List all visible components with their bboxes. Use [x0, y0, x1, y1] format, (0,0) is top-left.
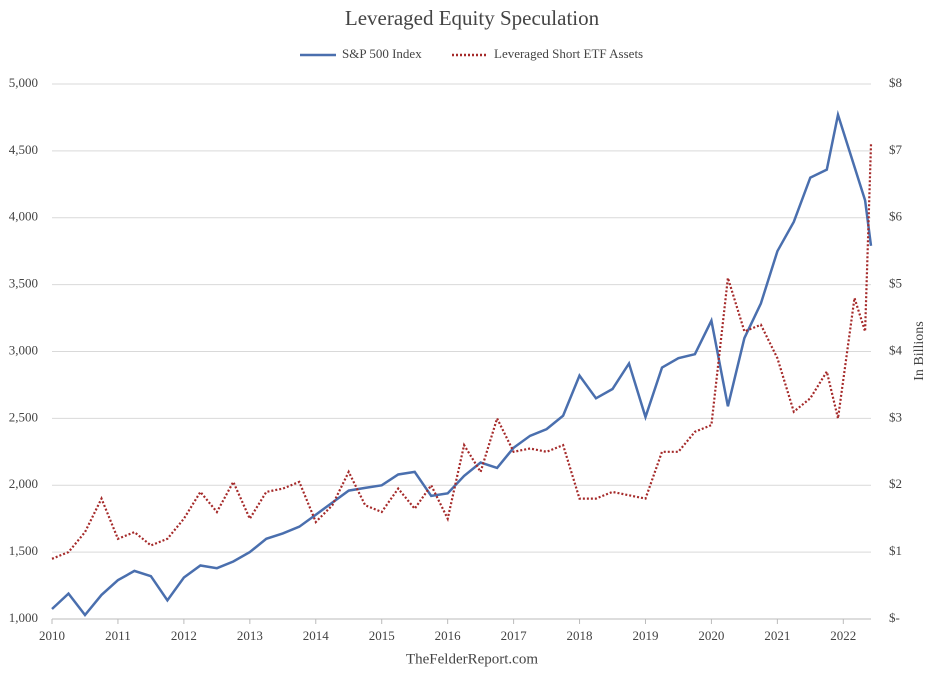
legend-label: Leveraged Short ETF Assets: [494, 46, 643, 61]
y-tick-label: 4,500: [9, 142, 38, 157]
x-tick-label: 2018: [567, 628, 593, 643]
y-tick-label: 1,500: [9, 543, 38, 558]
y2-tick-label: $7: [889, 142, 903, 157]
x-tick-label: 2012: [171, 628, 197, 643]
y-tick-label: 1,000: [9, 610, 38, 625]
y-tick-label: 2,500: [9, 409, 38, 424]
x-tick-label: 2013: [237, 628, 263, 643]
y-tick-label: 4,000: [9, 209, 38, 224]
y2-tick-label: $6: [889, 209, 903, 224]
y-tick-label: 3,000: [9, 342, 38, 357]
chart-title: Leveraged Equity Speculation: [345, 6, 600, 30]
x-tick-label: 2017: [501, 628, 528, 643]
y2-tick-label: $2: [889, 476, 902, 491]
x-tick-label: 2021: [764, 628, 790, 643]
y-tick-label: 5,000: [9, 75, 38, 90]
x-tick-label: 2010: [39, 628, 65, 643]
x-tick-label: 2011: [105, 628, 131, 643]
x-tick-label: 2019: [632, 628, 658, 643]
x-tick-label: 2020: [698, 628, 724, 643]
x-tick-label: 2015: [369, 628, 395, 643]
y2-tick-label: $4: [889, 342, 903, 357]
y2-axis-label: In Billions: [912, 321, 927, 381]
x-tick-label: 2016: [435, 628, 462, 643]
y2-tick-label: $-: [889, 610, 900, 625]
x-tick-label: 2022: [830, 628, 856, 643]
source: TheFelderReport.com: [406, 651, 538, 667]
legend-label: S&P 500 Index: [342, 46, 422, 61]
series-line: [51, 109, 873, 618]
y2-tick-label: $3: [889, 409, 902, 424]
y-tick-label: 3,500: [9, 276, 38, 291]
y2-tick-label: $1: [889, 543, 902, 558]
x-tick-label: 2014: [303, 628, 330, 643]
series-line: [51, 144, 873, 560]
y-tick-label: 2,000: [9, 476, 38, 491]
y2-tick-label: $5: [889, 276, 902, 291]
y2-tick-label: $8: [889, 75, 902, 90]
